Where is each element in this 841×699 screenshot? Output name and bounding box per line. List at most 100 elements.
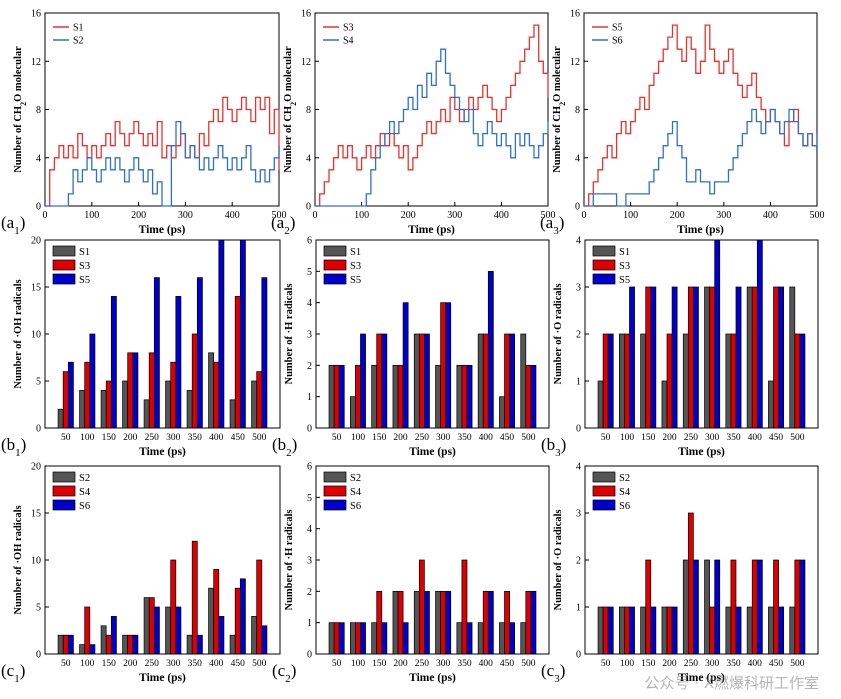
bar-S1 (768, 380, 774, 429)
legend-label: S4 (343, 36, 354, 47)
y-tick-label: 20 (31, 236, 41, 247)
y-tick-label: 5 (307, 267, 312, 278)
bar-S2 (746, 606, 753, 655)
legend-swatch (52, 245, 76, 257)
bar-S2 (456, 622, 463, 655)
bar-S5 (381, 333, 388, 429)
y-tick-label: 10 (31, 330, 41, 341)
y-axis-label: Number of ·OH radicals (13, 279, 24, 388)
bar-S3 (376, 333, 383, 429)
x-tick-label: 500 (790, 659, 805, 669)
series-line-S3 (315, 24, 549, 207)
bar-S3 (504, 333, 510, 429)
y-tick-label: 4 (576, 236, 581, 247)
x-tick-label: 300 (716, 210, 731, 221)
bar-S3 (602, 333, 609, 429)
bar-S4 (751, 559, 758, 655)
y-tick-label: 3 (576, 283, 581, 294)
x-tick-label: 500 (810, 210, 825, 221)
bar-S2 (186, 634, 193, 655)
bar-S3 (773, 286, 779, 429)
bar-S5 (487, 270, 494, 429)
bar-S5 (89, 333, 96, 429)
bar-S3 (333, 364, 340, 429)
bar-S2 (789, 606, 796, 655)
bar-S6 (218, 616, 225, 655)
legend-label: S1 (619, 247, 630, 258)
bar-S1 (661, 380, 668, 429)
x-tick-label: 100 (80, 659, 95, 669)
x-axis-label: Time (ps) (677, 224, 724, 236)
bar-S1 (456, 364, 463, 429)
y-tick-label: 0 (575, 202, 580, 213)
y-tick-label: 2 (307, 587, 312, 598)
x-tick-label: 450 (231, 659, 246, 669)
bar-S2 (499, 622, 505, 655)
bar-S4 (355, 622, 361, 655)
y-axis-label: Number of ·H radicals (284, 283, 295, 384)
x-tick-label: 450 (231, 433, 246, 443)
bar-S1 (392, 364, 399, 429)
bar-S4 (440, 590, 447, 655)
y-tick-label: 15 (31, 283, 41, 294)
y-tick-label: 8 (36, 105, 41, 116)
y-tick-label: 4 (36, 153, 41, 164)
x-tick-label: 250 (684, 659, 699, 669)
bar-S4 (461, 559, 468, 655)
x-tick-label: 500 (521, 659, 536, 669)
bar-S2 (725, 606, 732, 655)
x-tick-label: 150 (372, 433, 387, 443)
y-tick-label: 3 (307, 330, 312, 341)
bar-S1 (682, 333, 689, 429)
y-tick-label: 16 (570, 9, 580, 20)
bar-S4 (645, 559, 652, 655)
bar-S1 (251, 380, 258, 429)
y-tick-label: 5 (307, 493, 312, 504)
x-tick-label: 350 (188, 659, 203, 669)
x-tick-label: 200 (662, 659, 677, 669)
y-tick-label: 4 (307, 298, 312, 309)
panel-b3: 0 1 2 3 4 Number of ·O radicals Time (ps) (b3) 5… (541, 236, 819, 459)
x-tick-label: 100 (84, 210, 99, 221)
x-tick-label: 100 (80, 433, 95, 443)
x-tick-label: 400 (209, 659, 224, 669)
y-tick-label: 4 (576, 462, 581, 473)
x-axis-label: Time (ps) (408, 224, 455, 236)
legend-swatch (323, 471, 347, 483)
legend-label: S2 (350, 473, 361, 484)
legend-label: S6 (619, 501, 630, 512)
bar-S6 (110, 616, 117, 655)
y-tick-label: 20 (31, 462, 41, 473)
legend-swatch (592, 273, 616, 285)
bar-S5 (756, 239, 763, 429)
x-tick-label: 50 (61, 659, 71, 669)
y-tick-label: 6 (307, 236, 312, 247)
y-tick-label: 1 (576, 377, 581, 388)
bar-S3 (127, 352, 134, 429)
bar-S5 (218, 239, 225, 429)
legend-swatch (592, 499, 616, 511)
bar-S4 (730, 559, 737, 655)
legend-label: S5 (612, 23, 623, 34)
bar-S1 (349, 396, 356, 429)
y-tick-label: 16 (31, 9, 41, 20)
panel-label: (b3) (541, 435, 566, 459)
panel-a1: 0 4 8 12 16 Number of CH2O molecular Time (ps)… (1, 9, 287, 238)
y-tick-label: 16 (301, 9, 311, 20)
bar-S3 (709, 286, 716, 429)
x-tick-label: 400 (479, 433, 494, 443)
bar-S5 (466, 364, 473, 429)
x-tick-label: 400 (209, 433, 224, 443)
legend-swatch (323, 273, 347, 285)
bar-S1 (413, 333, 420, 429)
bar-S4 (256, 559, 263, 655)
x-tick-label: 400 (225, 210, 240, 221)
x-tick-label: 200 (123, 433, 138, 443)
panel-c3: 0 1 2 3 4 Number of ·O radicals Time (ps) (c3) 5… (541, 462, 819, 685)
bar-S3 (440, 302, 447, 429)
bar-S6 (132, 634, 139, 655)
bar-S3 (645, 286, 652, 429)
bar-S1 (725, 333, 732, 429)
x-tick-label: 100 (351, 433, 366, 443)
x-axis-label: Time (ps) (678, 446, 725, 458)
